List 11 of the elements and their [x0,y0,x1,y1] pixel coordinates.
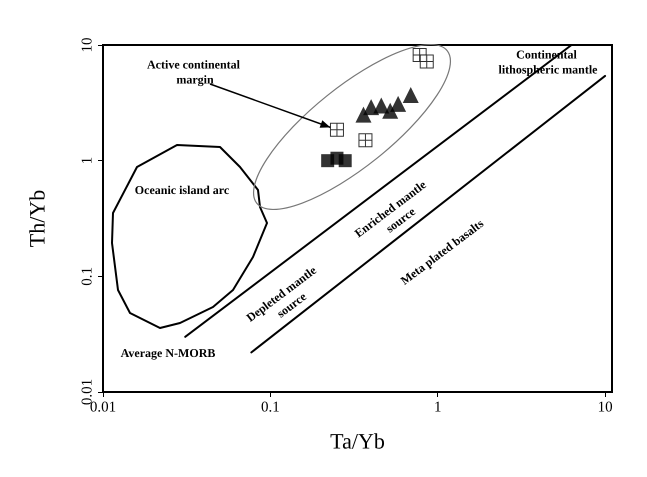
annotation: Average N-MORB [120,346,216,360]
x-tick-label: 10 [598,400,613,416]
annotation: Oceanic island arc [134,183,230,197]
x-tick-label: 1 [434,400,442,416]
x-axis-title: Ta/Yb [330,428,385,454]
y-tick-label: 1 [80,156,96,164]
y-axis-title: Th/Yb [24,190,50,248]
x-tick-label: 0.1 [260,400,280,416]
annotation: Active continental margin [147,58,243,86]
y-tick-label: 10 [80,38,96,52]
y-tick-label: 0.1 [80,266,96,286]
